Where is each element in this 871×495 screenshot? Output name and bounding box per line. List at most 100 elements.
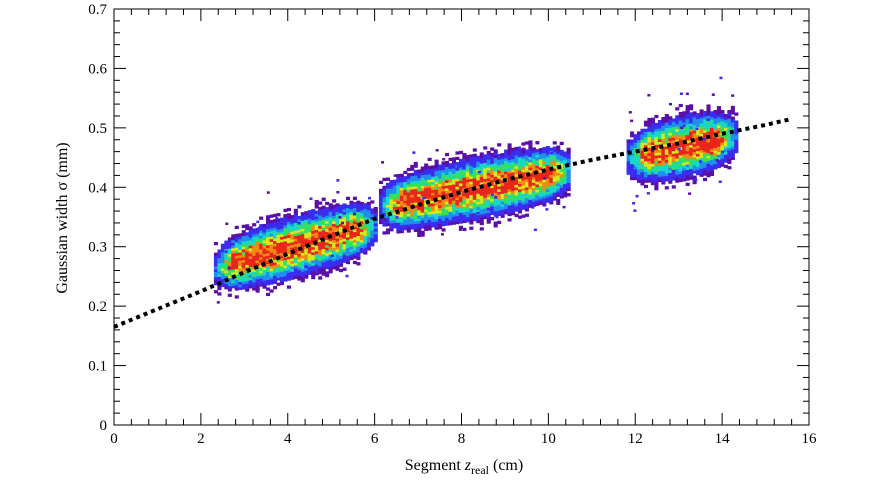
heatmap-cell [417, 182, 422, 187]
heatmap-cell [458, 177, 463, 181]
heatmap-cell [297, 215, 302, 220]
heatmap-cell [325, 273, 330, 278]
heatmap-cell [385, 188, 390, 192]
heatmap-cell [720, 128, 725, 133]
heatmap-cell [297, 272, 302, 276]
heatmap-cell [689, 163, 694, 167]
heatmap-cell [399, 173, 404, 178]
heatmap-cell [716, 106, 721, 110]
heatmap-cell [259, 272, 264, 276]
heatmap-cell [661, 167, 666, 172]
heatmap-cell [734, 141, 739, 146]
heatmap-cell [307, 218, 312, 222]
heatmap-cell [465, 200, 470, 204]
heatmap-cell [290, 247, 295, 251]
heatmap-cell [335, 256, 340, 261]
heatmap-cell [403, 213, 408, 217]
heatmap-cell [231, 250, 236, 254]
heatmap-outlier [432, 165, 436, 169]
heatmap-cell [424, 224, 429, 229]
heatmap-cell [451, 189, 457, 193]
heatmap-cell [504, 149, 509, 153]
heatmap-cell [363, 205, 368, 210]
heatmap-cell [431, 221, 436, 225]
heatmap-cell [654, 165, 659, 169]
heatmap-cell [451, 205, 457, 209]
heatmap-cell [290, 244, 295, 248]
heatmap-cell [511, 169, 516, 173]
heatmap-cell [458, 207, 463, 211]
heatmap-cell [493, 173, 498, 177]
heatmap-cell [661, 135, 666, 140]
heatmap-cell [234, 271, 239, 275]
heatmap-cell [682, 127, 687, 131]
heatmap-cell [290, 271, 295, 275]
heatmap-cell [328, 264, 333, 269]
heatmap-cell [438, 218, 443, 222]
heatmap-cell [654, 152, 659, 156]
heatmap-cell [504, 160, 509, 164]
heatmap-cell [723, 146, 728, 150]
heatmap-cell [709, 151, 715, 155]
heatmap-cell [290, 265, 295, 270]
heatmap-cell [521, 203, 526, 208]
heatmap-cell [438, 220, 443, 224]
heatmap-cell [356, 251, 361, 255]
heatmap-cell [290, 241, 295, 246]
heatmap-cell [661, 117, 666, 121]
heatmap-cell [706, 144, 711, 148]
heatmap-cell [472, 183, 477, 187]
heatmap-cell [514, 187, 519, 191]
heatmap-cell [417, 172, 422, 176]
heatmap-cell [469, 186, 474, 190]
heatmap-cell [262, 258, 267, 262]
heatmap-outlier [631, 165, 635, 168]
heatmap-cell [272, 264, 278, 268]
heatmap-cell [727, 160, 732, 165]
heatmap-cell [366, 225, 371, 230]
heatmap-cell [293, 243, 298, 247]
heatmap-cell [675, 139, 680, 143]
heatmap-cell [279, 233, 285, 237]
heatmap-cell [392, 190, 397, 194]
heatmap-cell [325, 223, 330, 227]
heatmap-cell [413, 215, 418, 219]
heatmap-cell [500, 190, 505, 194]
heatmap-cell [413, 175, 418, 179]
heatmap-cell [734, 139, 739, 143]
heatmap-cell [703, 172, 708, 176]
heatmap-cell [483, 183, 488, 188]
heatmap-cell [493, 176, 498, 180]
heatmap-cell [671, 142, 676, 146]
heatmap-cell [276, 229, 281, 233]
heatmap-cell [318, 276, 323, 280]
heatmap-cell [311, 267, 316, 272]
heatmap-cell [542, 163, 547, 167]
heatmap-cell [266, 260, 271, 264]
heatmap-cell [552, 149, 557, 153]
heatmap-cell [524, 154, 529, 159]
heatmap-cell [224, 270, 229, 274]
heatmap-cell [528, 169, 533, 174]
heatmap-cell [300, 238, 305, 243]
heatmap-cell [406, 183, 411, 188]
heatmap-cell [706, 128, 711, 132]
heatmap-cell [241, 230, 246, 234]
heatmap-cell [559, 173, 564, 178]
heatmap-cell [709, 167, 715, 171]
heatmap-cell [438, 169, 443, 174]
heatmap-cell [451, 197, 457, 201]
heatmap-cell [723, 135, 728, 139]
heatmap-cell [378, 191, 384, 195]
heatmap-cell [259, 264, 264, 268]
heatmap-cell [335, 240, 340, 245]
heatmap-cell [542, 200, 547, 204]
heatmap-cell [657, 160, 662, 164]
heatmap-cell [448, 163, 453, 167]
heatmap-cell [514, 157, 519, 161]
heatmap-cell [640, 134, 645, 138]
heatmap-cell [535, 154, 540, 158]
heatmap-cell [514, 160, 519, 164]
heatmap-cell [451, 216, 457, 220]
heatmap-cell [524, 141, 529, 145]
